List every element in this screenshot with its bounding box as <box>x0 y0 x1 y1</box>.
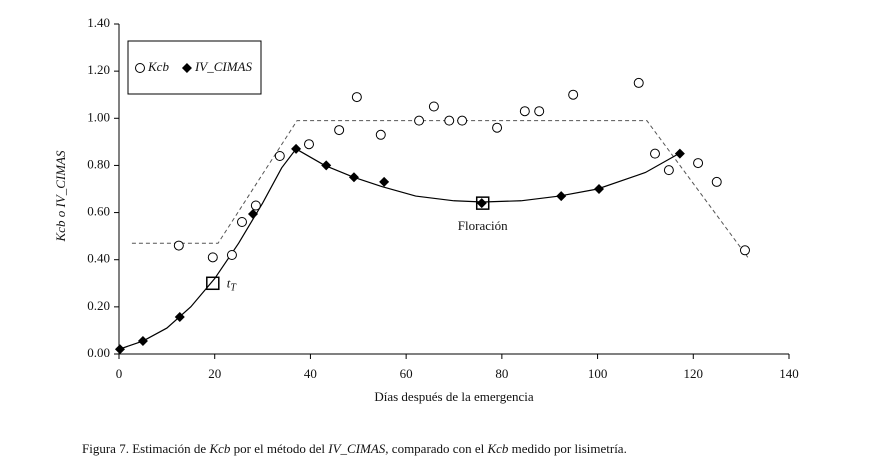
point <box>334 125 345 136</box>
point <box>274 151 285 161</box>
point <box>568 89 579 100</box>
x-tick-label: 60 <box>400 366 413 381</box>
point <box>650 148 660 159</box>
y-tick-label: 0.40 <box>87 251 110 266</box>
annotation-sub: T <box>230 283 237 294</box>
point <box>321 160 332 171</box>
point <box>444 115 455 126</box>
point <box>248 208 258 219</box>
legend-label: Kcb <box>147 59 169 74</box>
point <box>375 129 386 140</box>
point <box>303 139 314 150</box>
caption-part: Kcb <box>208 441 230 456</box>
caption-part: Figura 7. Estimación de <box>82 441 209 456</box>
legend-box <box>127 40 262 95</box>
caption-part: IV_CIMAS <box>327 441 386 456</box>
point <box>711 176 722 187</box>
point <box>492 122 503 133</box>
point <box>236 217 247 227</box>
point <box>348 172 359 183</box>
caption-part: Kcb <box>486 441 508 456</box>
point <box>663 165 674 176</box>
point <box>739 245 750 256</box>
caption-part: , comparado con el <box>385 441 487 456</box>
point <box>379 176 390 187</box>
legend-marker <box>135 63 145 73</box>
caption: Figura 7. Estimación de Kcb por el métod… <box>82 441 627 456</box>
y-tick-label: 1.00 <box>87 109 110 124</box>
point <box>226 250 237 260</box>
x-tick-label: 140 <box>779 366 799 381</box>
y-tick-label: 1.40 <box>87 15 110 30</box>
x-tick-label: 100 <box>588 366 608 381</box>
point <box>291 143 302 154</box>
point <box>476 198 487 209</box>
point <box>173 240 184 251</box>
point <box>351 92 362 103</box>
legend-marker <box>181 63 192 73</box>
point <box>556 191 567 202</box>
caption-part: medido por lisimetría. <box>508 441 626 456</box>
point <box>250 200 261 211</box>
point <box>534 106 545 117</box>
annotation: Floración <box>458 218 508 233</box>
x-tick-label: 20 <box>208 366 221 381</box>
caption-part: por el método del <box>230 441 328 456</box>
x-tick-label: 120 <box>684 366 704 381</box>
point <box>428 101 439 112</box>
x-tick-label: 80 <box>495 366 508 381</box>
point <box>693 158 704 169</box>
y-tick-label: 0.20 <box>87 298 110 313</box>
y-tick-label: 1.20 <box>87 62 110 77</box>
y-tick-label: 0.60 <box>87 204 110 219</box>
legend-label: IV_CIMAS <box>194 59 253 74</box>
annotation-marker <box>206 276 220 291</box>
point <box>207 252 218 263</box>
line <box>118 148 680 350</box>
point <box>457 115 468 126</box>
annotation-text: t <box>227 275 231 290</box>
point <box>674 148 685 159</box>
point <box>519 106 530 117</box>
x-axis-label: Días después de la emergencia <box>374 389 534 404</box>
point <box>594 184 605 194</box>
line <box>131 120 749 258</box>
point <box>174 311 185 322</box>
point <box>137 336 148 347</box>
y-axis-label: Kcb o IV_CIMAS <box>53 150 68 242</box>
point <box>633 77 644 88</box>
x-tick-label: 0 <box>116 366 123 381</box>
point <box>414 115 425 126</box>
annotation-marker <box>475 196 490 210</box>
annotation: tT <box>227 275 238 293</box>
point <box>114 344 125 355</box>
y-tick-label: 0.00 <box>87 345 110 360</box>
x-tick-label: 40 <box>304 366 317 381</box>
y-tick-label: 0.80 <box>87 156 110 171</box>
